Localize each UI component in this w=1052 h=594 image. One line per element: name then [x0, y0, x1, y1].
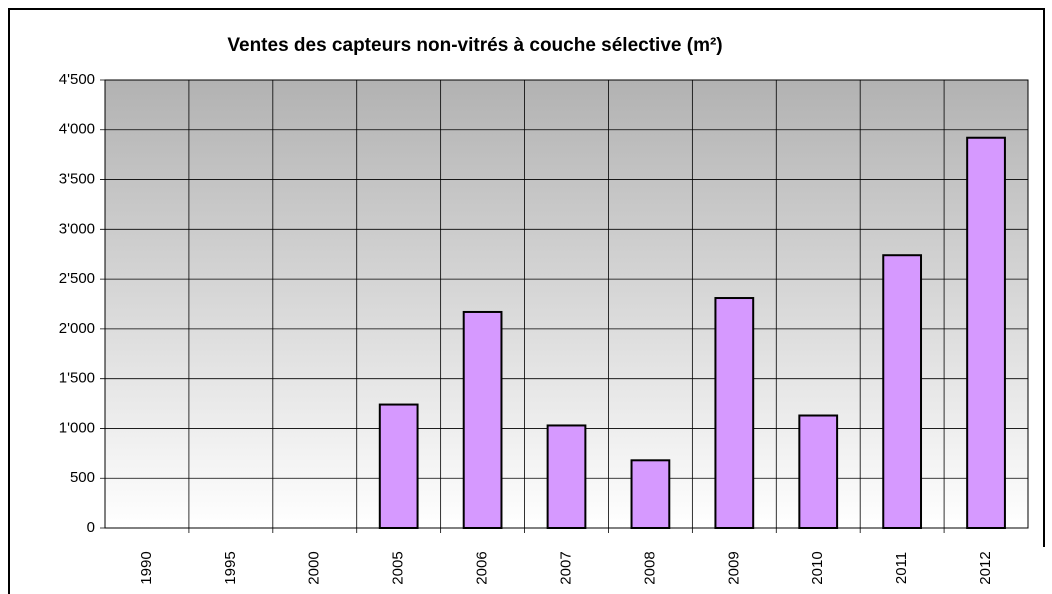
y-tick-label: 2'000 [59, 320, 95, 337]
x-tick-label: 1995 [222, 551, 239, 584]
y-tick-label: 1'000 [59, 419, 95, 436]
chart-title: Ventes des capteurs non-vitrés à couche … [227, 35, 722, 56]
bar [630, 459, 671, 529]
bar [462, 310, 503, 529]
x-tick-label: 1990 [138, 551, 155, 584]
y-tick-label: 0 [87, 519, 95, 536]
x-tick-label: 2011 [893, 552, 910, 584]
bar [546, 424, 587, 529]
bar [798, 414, 839, 530]
bar [882, 254, 923, 529]
y-tick-label: 1'500 [59, 370, 95, 387]
x-tick-label: 2008 [641, 551, 658, 584]
x-tick-label: 2010 [809, 551, 826, 584]
bar [966, 136, 1006, 529]
x-tick-label: 2007 [557, 551, 574, 584]
x-tick-label: 2009 [725, 551, 742, 584]
y-tick-label: 2'500 [59, 270, 95, 287]
x-tick-label: 2012 [977, 551, 994, 584]
y-tick-label: 3'500 [59, 171, 95, 188]
x-tick-label: 2005 [390, 551, 407, 584]
y-tick-label: 3'000 [59, 220, 95, 237]
bar [378, 403, 419, 530]
frame [8, 8, 1045, 594]
y-tick-label: 4'500 [59, 71, 95, 88]
y-tick-label: 4'000 [59, 121, 95, 138]
x-tick-label: 2006 [474, 551, 491, 584]
bar [714, 297, 755, 529]
x-tick-label: 2000 [306, 551, 323, 584]
y-tick-label: 500 [70, 469, 95, 486]
